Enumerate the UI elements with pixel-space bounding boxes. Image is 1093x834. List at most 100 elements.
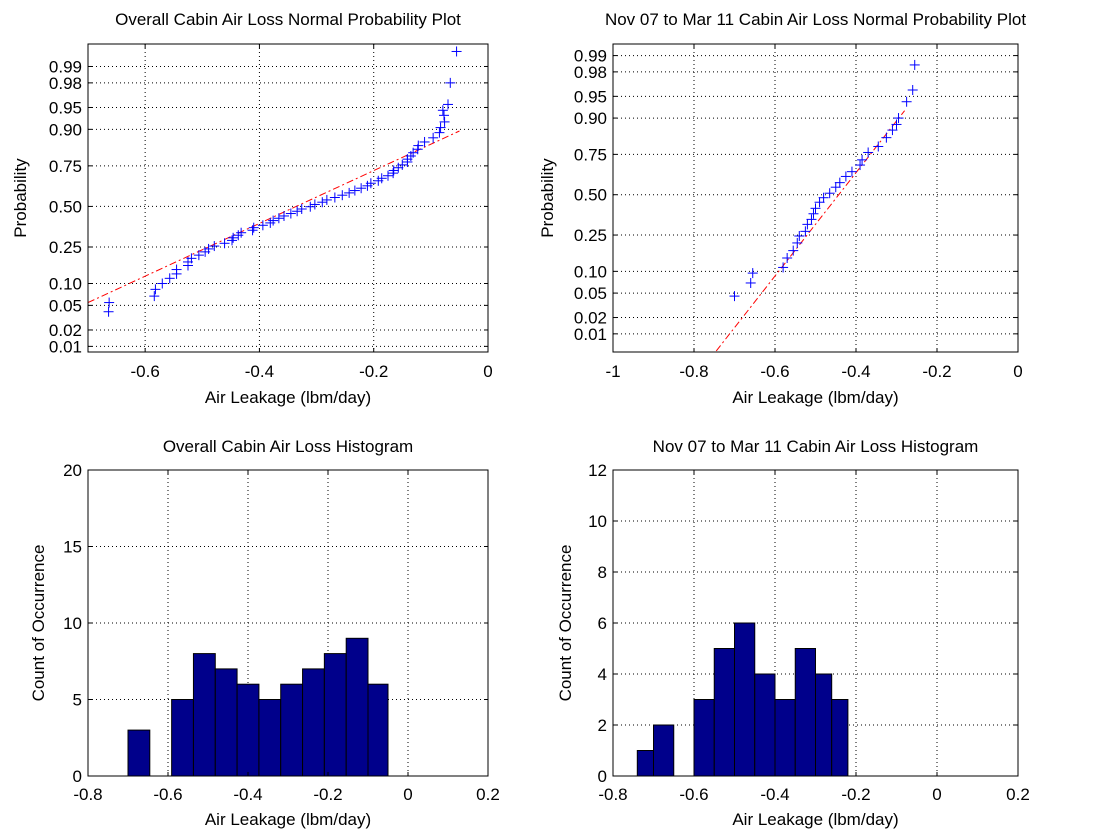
y-tick-label: 0.01 xyxy=(574,325,607,344)
x-axis-label: Air Leakage (lbm/day) xyxy=(205,388,371,407)
data-point xyxy=(349,185,360,196)
y-axis-label: Probability xyxy=(538,158,557,238)
y-tick-label: 0.90 xyxy=(574,109,607,128)
y-tick-label: 0.99 xyxy=(574,47,607,66)
x-tick-label: -0.4 xyxy=(233,785,262,804)
x-tick-label: -0.2 xyxy=(313,785,342,804)
data-point xyxy=(236,227,247,238)
data-layer xyxy=(88,46,462,317)
histogram-bar xyxy=(280,683,304,776)
data-point xyxy=(909,59,920,70)
data-point xyxy=(824,188,835,199)
data-point xyxy=(729,291,740,302)
data-point xyxy=(802,219,813,230)
data-point xyxy=(321,194,332,205)
ticks xyxy=(612,469,1019,777)
data-point xyxy=(285,208,296,219)
y-tick-label: 10 xyxy=(588,512,607,531)
data-point xyxy=(413,140,424,151)
histogram-bar xyxy=(754,673,776,776)
y-tick-label: 0.25 xyxy=(574,226,607,245)
histogram-bar xyxy=(815,673,833,776)
data-point xyxy=(365,178,376,189)
data-point xyxy=(157,278,168,289)
data-point xyxy=(393,162,404,173)
data-point xyxy=(219,238,230,249)
y-tick-label: 0.95 xyxy=(574,87,607,106)
data-point xyxy=(103,306,114,317)
y-tick-label: 15 xyxy=(63,538,82,557)
reference-line xyxy=(715,110,905,352)
data-point xyxy=(337,190,348,201)
data-point xyxy=(296,203,307,214)
data-point xyxy=(788,245,799,256)
data-point xyxy=(376,173,387,184)
data-point xyxy=(747,268,758,279)
data-point xyxy=(857,154,868,165)
data-point xyxy=(846,166,857,177)
data-point xyxy=(171,264,182,275)
data-point xyxy=(808,208,819,219)
data-point xyxy=(248,222,259,233)
x-tick-label: -0.6 xyxy=(760,362,789,381)
data-point xyxy=(227,235,237,246)
x-tick-label: -0.6 xyxy=(153,785,182,804)
chart-4: -0.8 -0.6 -0.4 -0.2 0 0.2 0 2 4 6 8 10 12 Nov 07 to M… xyxy=(556,437,1030,829)
data-point xyxy=(792,237,803,248)
y-tick-label: 6 xyxy=(598,614,607,633)
histogram-bar xyxy=(302,668,325,776)
y-tick-label: 0.75 xyxy=(574,145,607,164)
histogram-bar xyxy=(323,653,347,776)
data-point xyxy=(806,214,817,225)
histogram-bar xyxy=(831,699,849,776)
x-axis-label: Air Leakage (lbm/day) xyxy=(205,810,371,829)
data-point xyxy=(383,170,393,181)
data-point xyxy=(443,99,453,110)
data-point xyxy=(834,177,845,188)
y-tick-label: 0.05 xyxy=(574,284,607,303)
data-point xyxy=(305,201,316,212)
y-tick-label: 8 xyxy=(598,563,607,582)
axes-frame xyxy=(612,43,1019,353)
data-point xyxy=(279,210,289,221)
x-tick-label: -0.6 xyxy=(130,362,159,381)
data-point xyxy=(745,277,756,288)
histogram-bar xyxy=(713,648,735,776)
x-tick-label: 0 xyxy=(932,785,941,804)
x-tick-label: 0 xyxy=(1013,362,1022,381)
y-tick-label: 12 xyxy=(588,461,607,480)
chart-title: Overall Cabin Air Loss Histogram xyxy=(163,437,413,456)
x-axis-label: Air Leakage (lbm/day) xyxy=(732,388,898,407)
data-point xyxy=(437,105,448,116)
data-point xyxy=(907,85,918,96)
plot-area xyxy=(613,44,1018,352)
x-tick-label: -0.2 xyxy=(922,362,951,381)
chart-1: -0.6 -0.4 -0.2 0 0.010.02 0.05 0.10 0.25 0.50 0.7… xyxy=(11,10,493,407)
x-tick-label: -0.2 xyxy=(359,362,388,381)
data-point xyxy=(873,141,884,152)
x-tick-label: -0.4 xyxy=(841,362,870,381)
histogram-bar xyxy=(653,724,675,776)
data-point xyxy=(445,77,456,88)
y-tick-label: 0.02 xyxy=(574,309,607,328)
data-point xyxy=(388,165,399,176)
x-tick-label: -0.8 xyxy=(73,785,102,804)
data-point xyxy=(257,220,268,231)
data-point xyxy=(309,199,320,210)
y-axis-label: Count of Occurrence xyxy=(29,545,48,702)
x-tick-label: 0.2 xyxy=(476,785,500,804)
data-point xyxy=(150,284,161,295)
x-tick-label: -0.6 xyxy=(679,785,708,804)
data-point xyxy=(428,132,439,143)
chart-3: -0.8 -0.6 -0.4 -0.2 0 0.2 0 5 10 15 20 Overall Cabi… xyxy=(29,437,500,829)
data-point xyxy=(818,192,829,203)
data-point xyxy=(292,206,303,217)
y-tick-label: 0.50 xyxy=(574,186,607,205)
data-point xyxy=(855,160,866,171)
data-point xyxy=(887,125,898,136)
x-tick-label: -0.8 xyxy=(598,785,627,804)
x-tick-label: -0.8 xyxy=(679,362,708,381)
data-point xyxy=(778,262,789,273)
histogram-bar xyxy=(127,729,151,776)
